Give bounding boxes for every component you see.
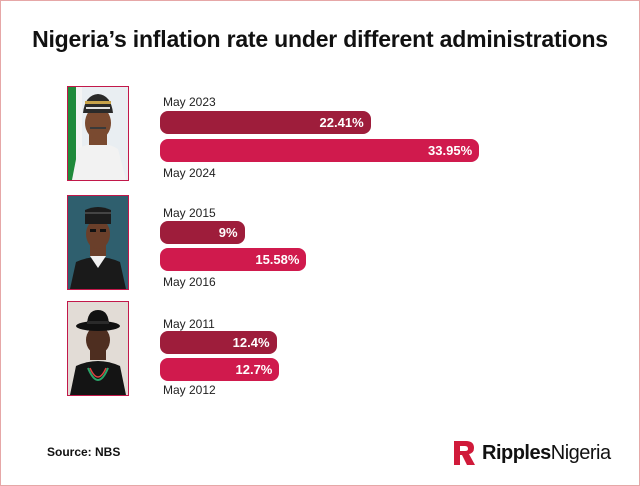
bar-value-end-2: 15.58% (255, 252, 300, 267)
bar-label-start-1: May 2023 (163, 95, 216, 109)
chart-title: Nigeria’s inflation rate under different… (32, 26, 608, 52)
bar-value-start-2: 9% (218, 225, 238, 240)
bar-label-start-3: May 2011 (163, 317, 215, 331)
bar-label-start-2: May 2015 (163, 206, 216, 220)
bar-start-1: 22.41% (160, 111, 371, 134)
logo-text-bold: Ripples (482, 441, 551, 464)
ripples-nigeria-logo: RipplesNigeria (452, 438, 611, 468)
bar-value-start-3: 12.4% (232, 335, 270, 350)
bar-value-start-1: 22.41% (319, 115, 364, 130)
bar-start-2: 9% (160, 221, 245, 244)
bar-start-3: 12.4% (160, 331, 277, 354)
source-note: Source: NBS (47, 445, 121, 459)
bar-label-end-2: May 2016 (163, 275, 216, 289)
bar-value-end-1: 33.95% (428, 143, 473, 158)
bar-label-end-3: May 2012 (163, 383, 216, 397)
portrait-group-2 (67, 195, 129, 290)
bar-end-1: 33.95% (160, 139, 480, 162)
bar-end-3: 12.7% (160, 358, 280, 381)
portrait-group-1 (67, 86, 129, 181)
logo-text-regular: Nigeria (550, 441, 611, 464)
bar-value-end-3: 12.7% (235, 362, 273, 377)
portrait-group-3 (67, 301, 129, 396)
ripples-logo-icon (454, 441, 475, 465)
bar-label-end-1: May 2024 (163, 166, 216, 180)
bar-end-2: 15.58% (160, 248, 307, 271)
